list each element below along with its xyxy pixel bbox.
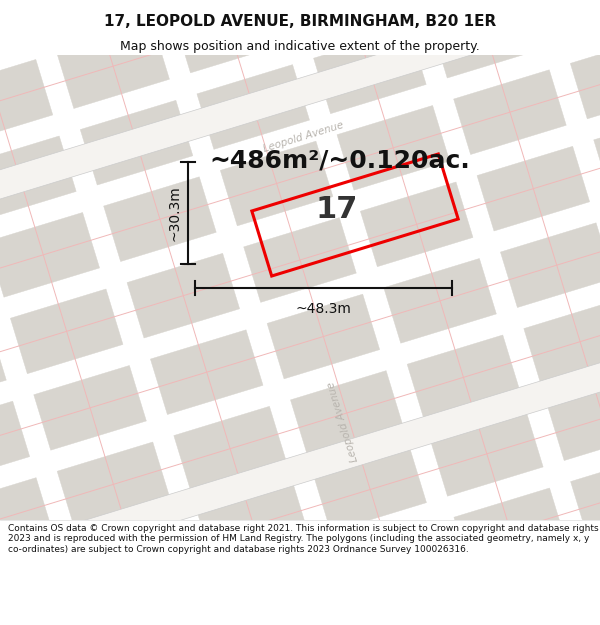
Text: ~48.3m: ~48.3m bbox=[296, 302, 352, 316]
Polygon shape bbox=[431, 411, 543, 496]
Text: Contains OS data © Crown copyright and database right 2021. This information is : Contains OS data © Crown copyright and d… bbox=[8, 524, 599, 554]
Polygon shape bbox=[173, 0, 286, 73]
Polygon shape bbox=[478, 564, 590, 625]
Polygon shape bbox=[104, 595, 217, 625]
Polygon shape bbox=[454, 488, 566, 572]
Polygon shape bbox=[547, 0, 600, 42]
Polygon shape bbox=[34, 366, 146, 450]
Polygon shape bbox=[10, 289, 123, 374]
Polygon shape bbox=[104, 177, 216, 261]
Polygon shape bbox=[57, 24, 169, 109]
Polygon shape bbox=[0, 0, 29, 68]
Text: 17, LEOPOLD AVENUE, BIRMINGHAM, B20 1ER: 17, LEOPOLD AVENUE, BIRMINGHAM, B20 1ER bbox=[104, 14, 496, 29]
Polygon shape bbox=[0, 59, 53, 144]
Polygon shape bbox=[337, 106, 449, 190]
Polygon shape bbox=[477, 146, 590, 231]
Polygon shape bbox=[0, 0, 600, 384]
Polygon shape bbox=[0, 401, 29, 486]
Polygon shape bbox=[524, 299, 600, 384]
Polygon shape bbox=[594, 529, 600, 614]
Text: ~486m²/~0.120ac.: ~486m²/~0.120ac. bbox=[209, 148, 470, 172]
Polygon shape bbox=[0, 324, 6, 409]
Text: Leopold Avenue: Leopold Avenue bbox=[262, 120, 344, 154]
Polygon shape bbox=[80, 519, 193, 603]
Polygon shape bbox=[547, 376, 600, 461]
Text: ~30.3m: ~30.3m bbox=[167, 185, 181, 241]
Polygon shape bbox=[0, 478, 53, 562]
Polygon shape bbox=[0, 136, 76, 221]
Polygon shape bbox=[454, 70, 566, 154]
Polygon shape bbox=[594, 111, 600, 196]
Polygon shape bbox=[407, 0, 520, 1]
Polygon shape bbox=[0, 554, 76, 625]
Polygon shape bbox=[244, 217, 356, 302]
Text: 17: 17 bbox=[316, 196, 358, 224]
Polygon shape bbox=[584, 0, 600, 625]
Polygon shape bbox=[0, 213, 100, 297]
Polygon shape bbox=[151, 330, 263, 414]
Polygon shape bbox=[57, 442, 170, 527]
Polygon shape bbox=[314, 447, 427, 532]
Polygon shape bbox=[34, 0, 146, 32]
Polygon shape bbox=[571, 452, 600, 537]
Polygon shape bbox=[221, 559, 333, 625]
Polygon shape bbox=[290, 0, 403, 37]
Polygon shape bbox=[337, 524, 450, 608]
Polygon shape bbox=[361, 600, 473, 625]
Polygon shape bbox=[220, 141, 333, 226]
Polygon shape bbox=[500, 223, 600, 308]
Polygon shape bbox=[384, 259, 496, 343]
Polygon shape bbox=[174, 406, 286, 491]
Polygon shape bbox=[80, 100, 193, 185]
Polygon shape bbox=[430, 0, 543, 78]
Polygon shape bbox=[0, 175, 600, 625]
Text: Leopold Avenue: Leopold Avenue bbox=[326, 380, 361, 462]
Polygon shape bbox=[197, 64, 310, 149]
Polygon shape bbox=[314, 29, 426, 114]
Polygon shape bbox=[571, 34, 600, 119]
Polygon shape bbox=[290, 371, 403, 456]
Text: Map shows position and indicative extent of the property.: Map shows position and indicative extent… bbox=[120, 39, 480, 52]
Polygon shape bbox=[127, 253, 239, 338]
Polygon shape bbox=[361, 182, 473, 267]
Polygon shape bbox=[407, 335, 520, 420]
Polygon shape bbox=[197, 483, 310, 568]
Polygon shape bbox=[267, 294, 380, 379]
